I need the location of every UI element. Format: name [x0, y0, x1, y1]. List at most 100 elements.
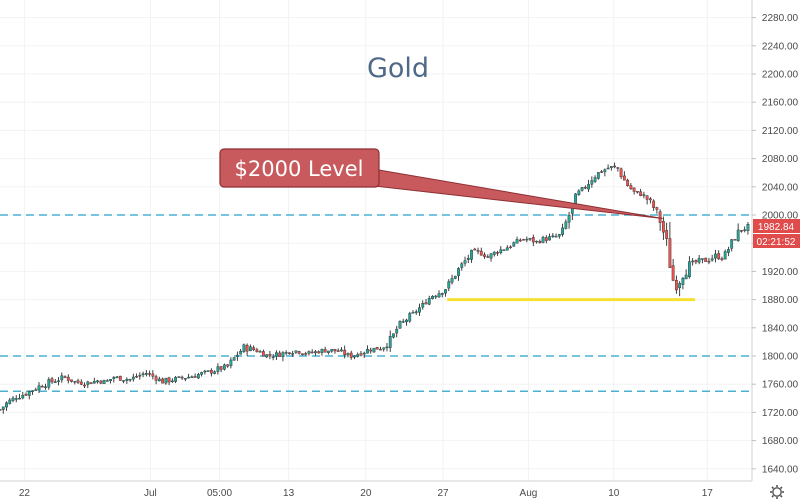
- candle-body: [167, 377, 171, 383]
- time-tick-label: Aug: [520, 488, 538, 499]
- candle-body: [92, 381, 96, 384]
- candle-body: [388, 336, 392, 348]
- candle-body: [294, 350, 298, 353]
- candle-body: [499, 249, 503, 254]
- time-tick-label: 17: [702, 488, 714, 499]
- time-axis[interactable]: 22 Jul 05:00 13 20 27 Aug 10 17: [19, 488, 713, 499]
- candle-body: [440, 292, 444, 295]
- candle-body: [525, 238, 529, 241]
- candle-body: [528, 238, 532, 240]
- candle-body: [496, 252, 499, 254]
- candle-body: [96, 380, 99, 383]
- candle-body: [492, 251, 496, 255]
- candle-body: [1, 406, 5, 410]
- candle-body: [79, 381, 83, 385]
- candle-body: [414, 311, 418, 313]
- candle-body: [307, 351, 311, 354]
- time-tick-label: Jul: [144, 488, 157, 499]
- candle-body: [53, 381, 57, 383]
- candle-body: [710, 258, 714, 261]
- candle-body: [655, 207, 659, 210]
- candle-body: [301, 353, 304, 355]
- candle-body: [359, 353, 363, 356]
- candle-body: [622, 175, 626, 181]
- candle-body: [314, 351, 317, 354]
- candle-body: [288, 352, 291, 354]
- candle-body: [50, 378, 54, 383]
- candle-body: [554, 235, 558, 238]
- candle-body: [645, 195, 649, 200]
- candle-body: [340, 349, 343, 352]
- candle-body: [479, 250, 483, 256]
- candle-body: [401, 321, 405, 323]
- candle-body: [531, 237, 535, 243]
- candle-body: [34, 389, 38, 391]
- candle-body: [102, 380, 106, 385]
- candle-body: [63, 376, 67, 378]
- callout-label: $2000 Level: [235, 157, 364, 181]
- candle-body: [115, 376, 119, 379]
- candle-body: [24, 394, 28, 396]
- candle-body: [310, 351, 314, 354]
- candle-body: [688, 261, 691, 278]
- last-price-value: 1982.84: [758, 222, 795, 233]
- price-tick-label: 2120.00: [762, 126, 799, 137]
- candle-body: [466, 257, 470, 260]
- plot-area[interactable]: [0, 0, 752, 481]
- candle-body: [362, 352, 366, 355]
- candle-body: [691, 260, 695, 263]
- candle-body: [590, 180, 594, 185]
- candle-body: [353, 355, 356, 358]
- candle-body: [222, 364, 226, 370]
- level-layer: [0, 214, 752, 393]
- price-tick-label: 1920.00: [762, 267, 799, 278]
- candle-body: [541, 236, 545, 243]
- candle-body: [258, 351, 262, 353]
- candle-body: [681, 278, 685, 285]
- countdown-tag-box: [753, 234, 800, 248]
- candle-body: [418, 307, 421, 313]
- candle-body: [112, 377, 116, 379]
- candle-body: [105, 380, 109, 382]
- candle-body: [606, 167, 610, 170]
- candle-body: [346, 353, 350, 356]
- candle-body: [70, 379, 73, 382]
- time-tick-label: 05:00: [207, 488, 232, 499]
- time-tick-label: 22: [19, 488, 31, 499]
- candle-body: [577, 190, 581, 195]
- candle-body: [265, 354, 269, 358]
- gear-icon-ring: [772, 487, 782, 497]
- candle-body: [193, 376, 197, 378]
- candle-body: [395, 328, 399, 334]
- candle-body: [60, 375, 64, 381]
- candle-body: [151, 373, 155, 377]
- candle-body: [564, 221, 568, 229]
- candle-body: [616, 167, 620, 169]
- candle-body: [450, 278, 454, 283]
- gear-icon[interactable]: [770, 485, 784, 499]
- candle-body: [170, 380, 174, 383]
- candle-body: [463, 260, 467, 264]
- candle-body: [730, 239, 734, 249]
- candle-body: [561, 227, 564, 235]
- candle-body: [460, 263, 464, 268]
- candle-body: [382, 347, 386, 350]
- candle-body: [736, 229, 740, 241]
- candle-body: [229, 359, 233, 366]
- candle-body: [733, 239, 737, 241]
- candle-body: [600, 171, 604, 173]
- candle-body: [125, 379, 129, 381]
- candle-body: [268, 354, 272, 357]
- candle-body: [174, 377, 178, 382]
- candle-body: [596, 172, 600, 179]
- candle-body: [723, 251, 727, 260]
- price-tick-label: 2240.00: [762, 41, 799, 52]
- candle-body: [304, 353, 308, 355]
- candle-body: [437, 293, 441, 298]
- candle-body: [609, 166, 613, 168]
- candle-body: [505, 247, 509, 251]
- time-tick-label: 13: [283, 488, 295, 499]
- candle-body: [366, 349, 369, 354]
- candle-body: [684, 274, 688, 280]
- candle-body: [8, 399, 12, 404]
